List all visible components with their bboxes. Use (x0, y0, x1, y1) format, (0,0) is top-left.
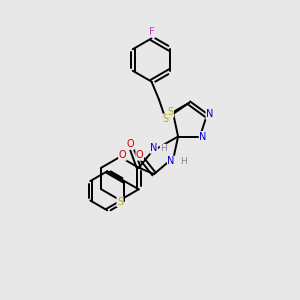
Text: F: F (148, 27, 154, 37)
Text: S: S (163, 114, 169, 124)
Text: H: H (180, 157, 187, 166)
Text: O: O (118, 150, 126, 161)
Text: N: N (206, 109, 213, 119)
Text: H: H (160, 144, 167, 153)
Text: O: O (136, 150, 143, 160)
Text: O: O (127, 139, 134, 149)
Text: S: S (167, 107, 174, 117)
Text: N: N (199, 131, 207, 142)
Text: N: N (150, 143, 158, 153)
Text: N: N (167, 156, 175, 166)
Text: S: S (117, 196, 123, 207)
